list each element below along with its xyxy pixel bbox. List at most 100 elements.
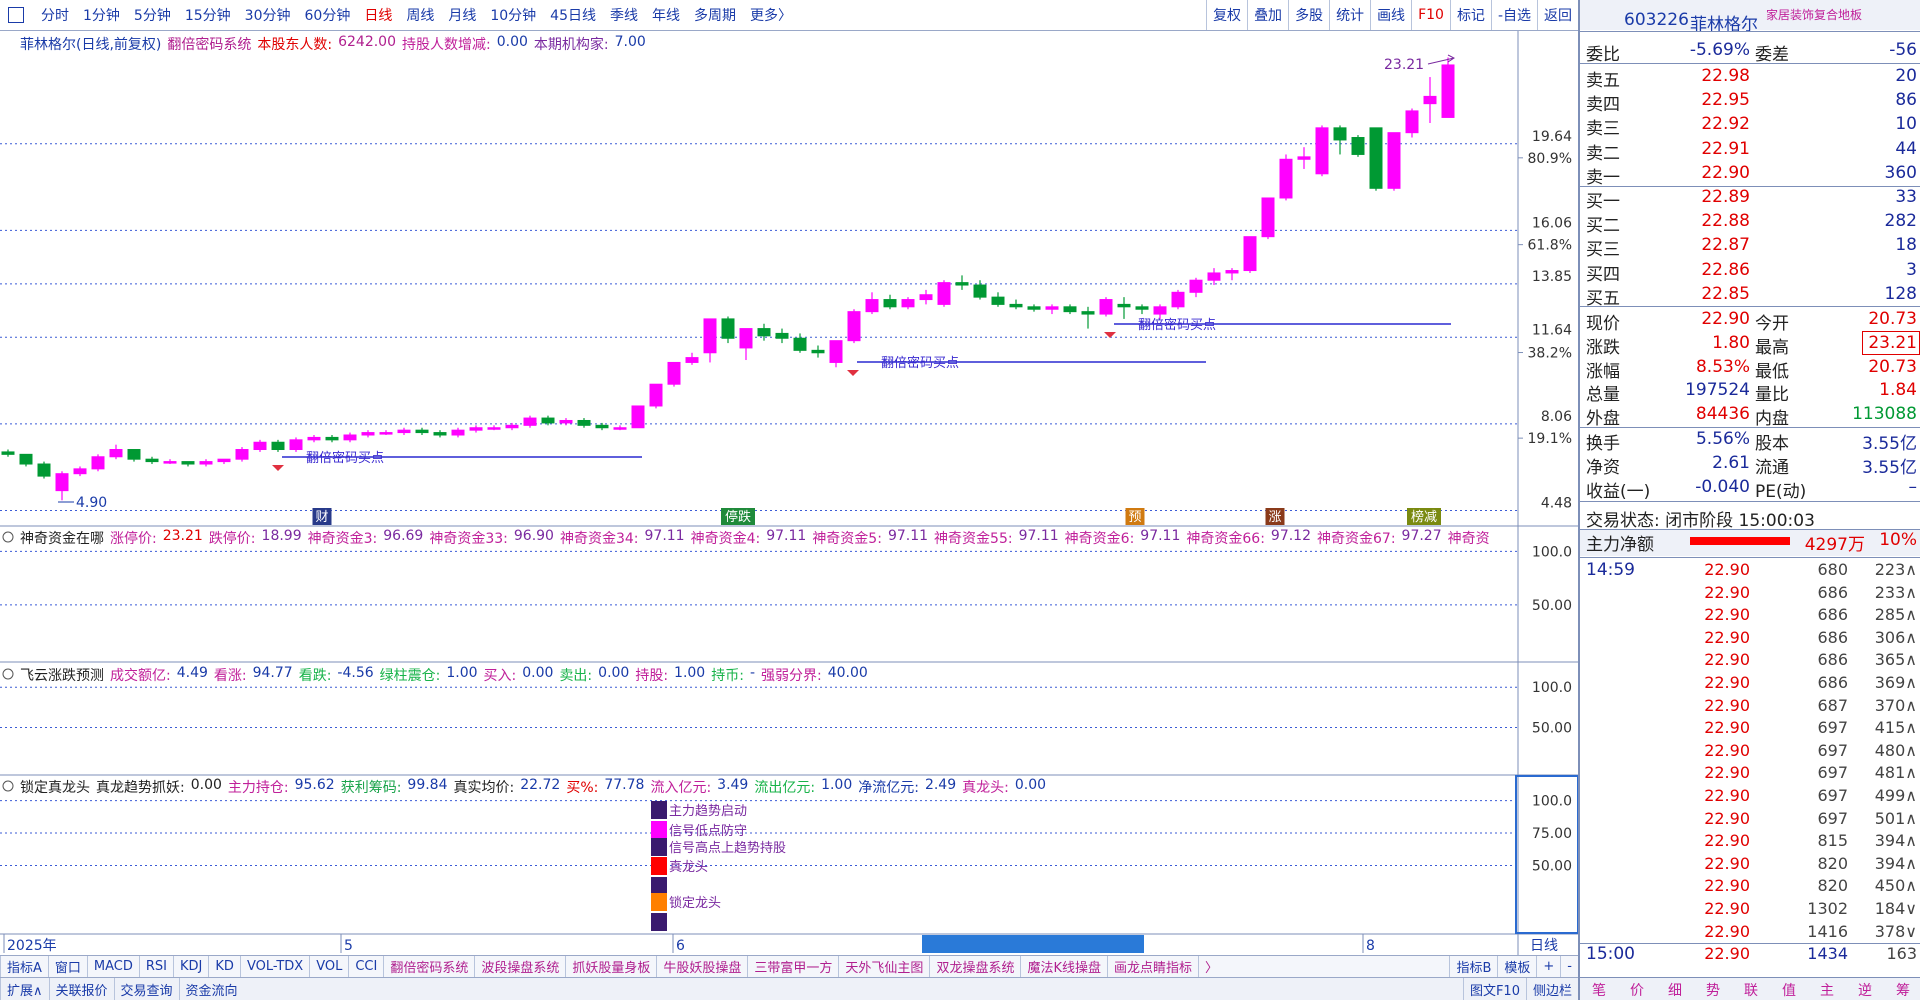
- indicator-tab[interactable]: 双龙操盘系统: [929, 956, 1020, 977]
- tick-count: 499∧: [1874, 786, 1917, 805]
- candle-body: [1225, 270, 1239, 274]
- header-text: 97.11: [1140, 528, 1181, 544]
- header-text: 6242.00: [338, 34, 396, 50]
- tick-price: 22.90: [1704, 921, 1750, 941]
- period-button[interactable]: 年线: [651, 8, 680, 24]
- period-button[interactable]: 分时: [41, 8, 69, 24]
- detail-tab[interactable]: 值: [1782, 982, 1796, 999]
- date-label: 8: [1366, 938, 1375, 954]
- indicator-tab[interactable]: 波段操盘系统: [474, 956, 565, 977]
- indicator-tab[interactable]: 牛股妖股操盘: [656, 956, 747, 977]
- status-tab[interactable]: 图文F10: [1462, 978, 1526, 1000]
- tool-button[interactable]: 标记: [1449, 0, 1491, 30]
- indicator-tab[interactable]: VOL-TDX: [239, 956, 309, 977]
- indicator-tab[interactable]: +: [1536, 956, 1560, 977]
- indicator-tab[interactable]: 天外飞仙主图: [838, 956, 929, 977]
- tick-volume: 686: [1817, 605, 1848, 625]
- period-button[interactable]: 日线: [364, 8, 393, 24]
- indicator-tab[interactable]: CCI: [348, 956, 383, 977]
- period-button[interactable]: 季线: [609, 8, 638, 24]
- tool-button[interactable]: 统计: [1329, 0, 1370, 30]
- tool-button[interactable]: 画线: [1370, 0, 1411, 30]
- indicator-tab[interactable]: KD: [208, 956, 240, 977]
- marker-text: 涨: [1268, 510, 1281, 525]
- period-button[interactable]: 5分钟: [133, 8, 171, 24]
- label: 委差: [1755, 45, 1789, 65]
- header-text: 1.00: [446, 665, 478, 681]
- indicator-tab[interactable]: VOL: [309, 956, 348, 977]
- period-button[interactable]: 更多〉: [749, 8, 792, 24]
- period-button[interactable]: 1分钟: [83, 8, 120, 24]
- indicator-tab[interactable]: 〉: [1198, 956, 1224, 977]
- header-text: 1.00: [821, 777, 853, 793]
- header-text: 持股人数增减:: [402, 37, 491, 53]
- detail-tab[interactable]: 逆: [1858, 982, 1872, 999]
- detail-tab[interactable]: 笔: [1592, 982, 1606, 999]
- period-button[interactable]: 60分钟: [304, 8, 351, 24]
- header-text: 77.78: [604, 777, 645, 793]
- period-button[interactable]: 30分钟: [244, 8, 291, 24]
- tool-button[interactable]: 返回: [1537, 0, 1578, 30]
- header-text: 神奇资金33:: [429, 531, 508, 547]
- status-tab[interactable]: 关联报价: [48, 978, 114, 1000]
- separator: [1580, 306, 1920, 307]
- detail-tab[interactable]: 细: [1668, 982, 1682, 999]
- indicator-tab[interactable]: 三带富甲一方: [747, 956, 838, 977]
- period-button[interactable]: 15分钟: [184, 8, 231, 24]
- status-tab[interactable]: 扩展∧: [0, 978, 49, 1000]
- tool-button[interactable]: F10: [1411, 0, 1450, 30]
- indicator-tab[interactable]: KDJ: [173, 956, 208, 977]
- indicator-tab[interactable]: 翻倍密码系统: [383, 956, 474, 977]
- tool-button[interactable]: 多股: [1288, 0, 1329, 30]
- indicator-tab[interactable]: 模板: [1497, 956, 1536, 977]
- indicator-tab[interactable]: 指标A: [0, 956, 48, 977]
- tick-volume: 697: [1817, 808, 1848, 828]
- candle-body: [1063, 306, 1077, 313]
- panel-header: 锁定真龙头 真龙趋势抓妖: 0.00 主力持仓: 95.62 获利筹码: 99.84 真实均价…: [20, 777, 1046, 797]
- period-button[interactable]: 10分钟: [490, 8, 537, 24]
- book-price: 22.92: [1701, 114, 1750, 135]
- indicator-tab[interactable]: RSI: [138, 956, 173, 977]
- period-button[interactable]: 周线: [406, 8, 435, 24]
- status-tab[interactable]: 侧边栏: [1525, 978, 1578, 1000]
- book-price: 22.86: [1701, 259, 1750, 280]
- header-text: 2.49: [924, 777, 957, 793]
- tick-count: 285∧: [1874, 605, 1917, 625]
- indicator-tab[interactable]: -: [1560, 956, 1578, 977]
- book-label: 买二: [1586, 216, 1620, 237]
- fib-label: 19.1%: [1528, 431, 1572, 447]
- header-text: 卖出:: [559, 668, 593, 684]
- signal-label: 翻倍密码买点: [306, 450, 384, 466]
- header-text: -4.56: [337, 665, 374, 681]
- status-tab[interactable]: 交易查询: [113, 978, 179, 1000]
- legend-swatch: [651, 857, 667, 875]
- detail-tab[interactable]: 价: [1630, 982, 1644, 999]
- indicator-tab[interactable]: 抓妖股量身板: [565, 956, 656, 977]
- flow-label: 主力净额: [1586, 535, 1654, 555]
- tool-button[interactable]: -自选: [1490, 0, 1537, 30]
- indicator-tab[interactable]: MACD: [86, 956, 139, 977]
- period-button[interactable]: 多周期: [693, 8, 736, 24]
- legend-text: 信号低点防守: [669, 823, 747, 839]
- legend-swatch: [651, 893, 667, 911]
- indicator-tab[interactable]: 窗口: [47, 956, 87, 977]
- period-button[interactable]: 45日线: [550, 8, 596, 24]
- book-volume: 282: [1884, 211, 1917, 232]
- tool-button[interactable]: 叠加: [1247, 0, 1288, 30]
- indicator-tab[interactable]: 魔法K线操盘: [1020, 956, 1107, 977]
- tool-button[interactable]: 复权: [1206, 0, 1247, 30]
- tick-count: 480∧: [1874, 740, 1917, 760]
- status-tab[interactable]: 资金流向: [178, 978, 244, 1000]
- tick-volume: 697: [1817, 786, 1848, 805]
- indicator-tab[interactable]: 指标B: [1449, 956, 1497, 977]
- candle-body: [73, 468, 87, 475]
- detail-tab[interactable]: 联: [1744, 982, 1758, 999]
- detail-tab[interactable]: 势: [1706, 982, 1720, 999]
- book-volume: 33: [1895, 187, 1917, 207]
- detail-tab[interactable]: 主: [1820, 982, 1834, 999]
- tick-volume: 686: [1817, 627, 1848, 647]
- indicator-tab[interactable]: 画龙点睛指标: [1106, 956, 1198, 977]
- period-button[interactable]: 月线: [448, 8, 477, 24]
- stat-value: 20.73: [1868, 309, 1917, 329]
- detail-tab[interactable]: 筹: [1896, 982, 1910, 999]
